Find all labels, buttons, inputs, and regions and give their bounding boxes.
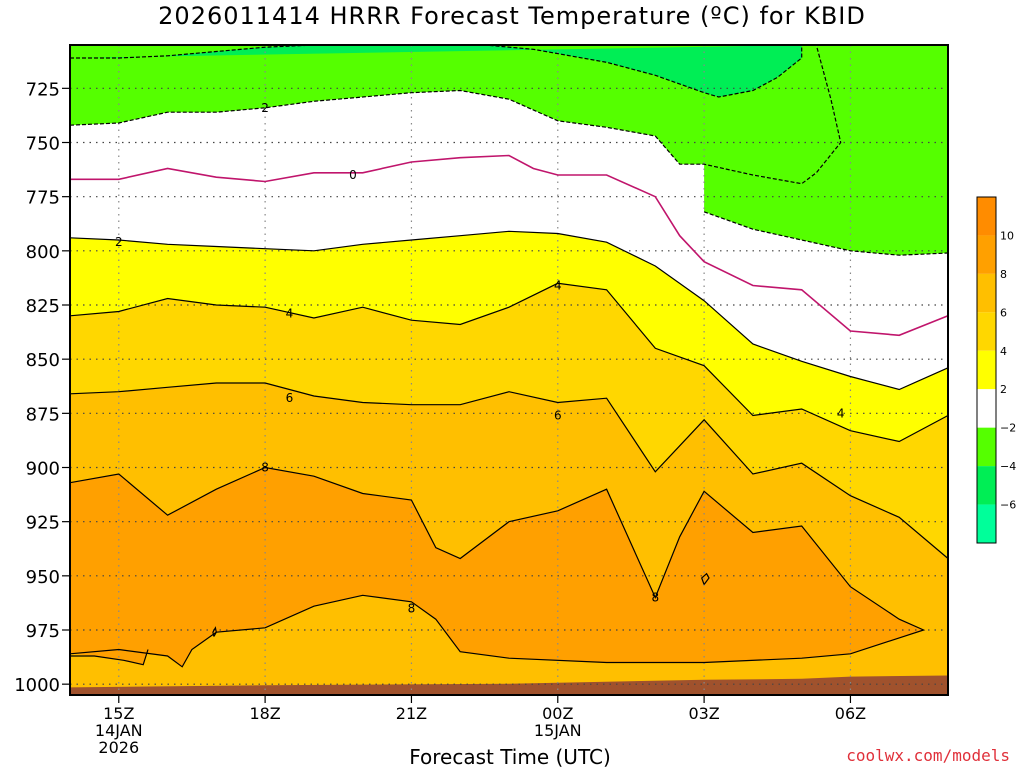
colorbar-swatch bbox=[977, 273, 996, 313]
colorbar-frame bbox=[976, 196, 997, 544]
x-tick-label: 00Z bbox=[542, 704, 573, 723]
colorbar-swatch bbox=[977, 350, 996, 390]
colorbar-label: 10 bbox=[1000, 229, 1014, 242]
contour--2 bbox=[69, 44, 842, 185]
contour-label: 8 bbox=[261, 461, 269, 475]
chart-title: 2026011414 HRRR Forecast Temperature (ºC… bbox=[158, 2, 866, 30]
ground-layer bbox=[70, 675, 948, 695]
colorbar-swatch bbox=[977, 235, 996, 274]
y-tick-label: 850 bbox=[26, 350, 60, 371]
y-tick-label: 750 bbox=[26, 134, 60, 155]
colorbar-label: 2 bbox=[1000, 383, 1007, 396]
x-tick-label: 03Z bbox=[688, 704, 719, 723]
colorbar-swatch bbox=[977, 389, 996, 428]
colorbar-label: 8 bbox=[1000, 268, 1007, 281]
contour-label: 0 bbox=[349, 168, 357, 182]
x-tick-label: 21Z bbox=[396, 704, 427, 723]
watermark: coolwx.com/models bbox=[846, 746, 1010, 765]
y-tick-label: 825 bbox=[26, 296, 60, 317]
x-tick-year: 2026 bbox=[98, 738, 139, 757]
plot-frame bbox=[69, 44, 949, 696]
contour-4 bbox=[69, 282, 949, 443]
y-tick-label: 875 bbox=[26, 404, 60, 425]
band-minus6-to-minus4 bbox=[70, 45, 802, 97]
ground-fill bbox=[70, 675, 948, 695]
contour-6 bbox=[69, 382, 949, 559]
x-tick-label: 18Z bbox=[249, 704, 280, 723]
y-tick-label: 725 bbox=[26, 79, 60, 100]
y-tick-label: 950 bbox=[26, 567, 60, 588]
contour-2 bbox=[69, 230, 949, 391]
y-tick-label: 900 bbox=[26, 459, 60, 480]
temperature-fill-bands bbox=[70, 45, 948, 695]
x-tick-label: 06Z bbox=[835, 704, 866, 723]
contour--2b bbox=[703, 211, 949, 256]
contour-4c bbox=[212, 626, 217, 637]
colorbar-label: −6 bbox=[1000, 499, 1016, 512]
contour-label: 4 bbox=[837, 406, 845, 420]
x-tick-sublabel: 14JAN bbox=[95, 721, 143, 740]
contour-labels: 2 0 2 4 4 4 6 6 8 8 8 bbox=[115, 101, 845, 615]
contour-label: 4 bbox=[286, 307, 294, 321]
colorbar-swatch bbox=[977, 466, 996, 505]
contour-label: 4 bbox=[554, 279, 562, 293]
contour-8b bbox=[70, 649, 149, 666]
contour-label: 2 bbox=[115, 235, 123, 249]
colorbar-label: 6 bbox=[1000, 306, 1007, 319]
x-tick-label: 15Z bbox=[103, 704, 134, 723]
grid-lines bbox=[70, 45, 948, 695]
contour-label: 6 bbox=[554, 409, 562, 423]
colorbar-label: −2 bbox=[1000, 422, 1016, 435]
band-minus4-to-minus2-east bbox=[704, 45, 948, 256]
x-axis-label: Forecast Time (UTC) bbox=[409, 745, 611, 769]
contour--4 bbox=[70, 44, 803, 98]
colorbar-swatch bbox=[977, 427, 996, 467]
y-tick-label: 1000 bbox=[14, 675, 60, 696]
y-axis-ticks: 725 750 775 800 825 850 875 900 925 950 975 1000 bbox=[14, 79, 70, 696]
colorbar-swatch bbox=[977, 504, 996, 543]
contour-8 bbox=[69, 466, 926, 668]
contour-0 bbox=[70, 154, 949, 337]
colorbar: 10 8 6 4 2 −2 −4 −6 bbox=[976, 196, 1016, 544]
colorbar-swatch bbox=[977, 312, 996, 351]
contour-label: 8 bbox=[652, 591, 660, 605]
contour-label: 8 bbox=[408, 601, 416, 615]
y-tick-label: 975 bbox=[26, 621, 60, 642]
contour-lines bbox=[69, 44, 949, 668]
colorbar-label: −4 bbox=[1000, 460, 1016, 473]
colorbar-swatch bbox=[977, 197, 996, 236]
colorbar-label: 4 bbox=[1000, 345, 1007, 358]
contour-label: 2 bbox=[261, 101, 269, 115]
band-minus4-to-minus2 bbox=[70, 45, 841, 184]
y-tick-label: 925 bbox=[26, 513, 60, 534]
contour-label: 6 bbox=[286, 391, 294, 405]
x-tick-sublabel: 15JAN bbox=[534, 721, 582, 740]
y-tick-label: 800 bbox=[26, 242, 60, 263]
y-tick-label: 775 bbox=[26, 188, 60, 209]
band-8-to-10 bbox=[70, 467, 924, 667]
contour-4b bbox=[700, 572, 710, 585]
